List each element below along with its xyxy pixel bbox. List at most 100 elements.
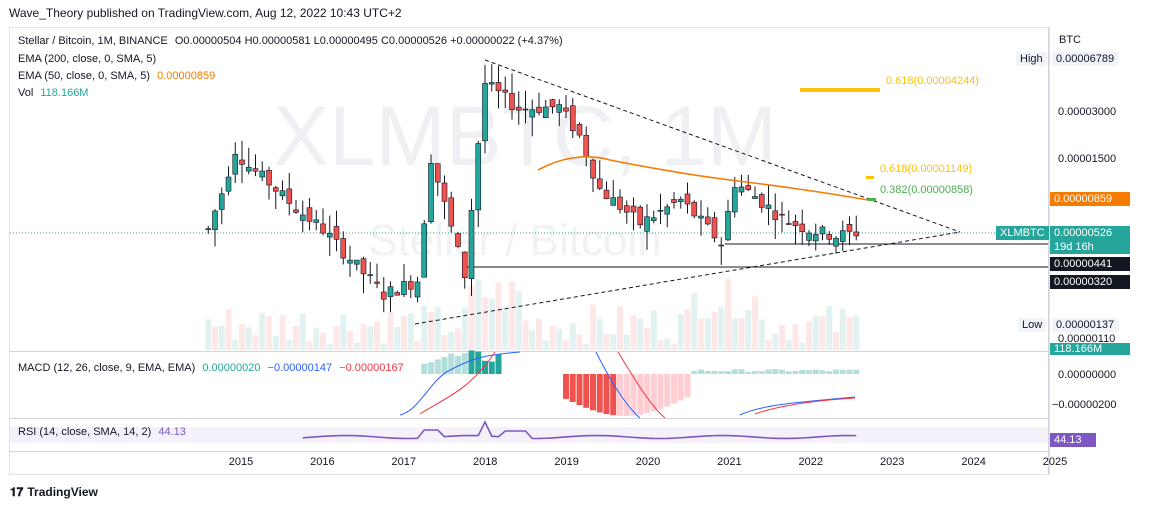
vol-label: Vol [18,87,34,99]
volume-bar [421,305,428,350]
volume-bar [819,316,826,350]
macd-bar [785,371,792,374]
publisher-header: Wave_Theory published on TradingView.com… [9,6,402,20]
candle [495,82,502,92]
candle [718,244,725,247]
macd-bar [725,371,731,374]
fib-zone-top[interactable] [800,88,880,92]
pane-separator-rsi[interactable] [10,418,1048,419]
macd-line-drop [595,351,641,419]
volume-bar [610,334,617,350]
macd-bar [475,351,482,374]
candle [428,162,434,223]
volume-bar [596,319,603,350]
candle [509,92,515,110]
fib-label-618: 0.618(0.00001149) [880,163,972,175]
candle [610,197,617,206]
volume-bar [684,309,691,350]
time-tick: 2024 [961,456,985,468]
signal-line-recent [754,397,856,415]
candle [205,228,212,230]
candle [380,291,387,300]
rsi-legend[interactable]: RSI (14, close, SMA, 14, 2) 44.13 [18,426,190,438]
volume-bar [266,316,272,350]
candle [515,106,522,111]
candle [671,199,677,203]
symbol-legend[interactable]: Stellar / Bitcoin, 1M, BINANCE O0.000005… [18,35,567,47]
volume-bar [448,331,455,350]
volume-bar [711,311,718,350]
candle [272,187,279,192]
candle [833,237,839,247]
volume-bar [839,308,846,350]
candle [353,259,360,265]
vol-tag: 118.166M [1050,343,1130,355]
ema200-legend[interactable]: EMA (200, close, 0, SMA, 5) [18,53,160,65]
macd-bar [495,354,502,374]
candle [853,231,860,237]
ema-price-tag: 0.00000859 [1050,192,1130,206]
candle [367,274,374,276]
volume-bar [353,342,360,350]
brand-text: TradingView [27,485,98,499]
volume-bar [495,282,502,350]
candle [252,168,259,172]
candle [468,210,475,280]
volume-bar [482,297,488,350]
volume-bar [293,325,299,350]
candle [482,83,488,142]
volume-bar [718,307,725,350]
volume-bar [320,332,326,350]
volume-bar [664,338,671,350]
candle [245,166,252,172]
volume-bar [212,326,218,350]
macd-value-signal: −0.00000167 [339,362,404,374]
candle [826,234,833,240]
candle [725,211,731,241]
candle [340,238,347,259]
macd-bar [657,374,664,410]
descending-trendline[interactable] [484,59,961,233]
candle [320,223,326,234]
volume-bar [623,334,630,350]
ema50-legend[interactable]: EMA (50, close, 0, SMA, 5) 0.00000859 [18,70,219,82]
macd-bar [630,374,637,416]
volume-bar [576,334,583,350]
volume-bar [630,315,637,350]
candle [347,259,353,264]
volume-bar [704,318,711,350]
macd-bar [448,353,455,374]
candle [772,210,779,221]
volume-bar [812,315,819,350]
candle [806,232,812,241]
macd-legend[interactable]: MACD (12, 26, close, 9, EMA, EMA) 0.0000… [18,362,408,374]
symbol-title: Stellar / Bitcoin, 1M, BINANCE [18,35,168,47]
macd-bar [731,369,738,374]
volume-bar [698,318,704,350]
volume-bar [590,304,596,350]
candle [596,178,603,189]
volume-bar [826,306,833,350]
candle [677,198,684,202]
volume-bar [792,324,799,350]
candle [502,89,509,93]
tradingview-brand[interactable]: 𝟏𝟕 TradingView [10,485,98,500]
vol-legend[interactable]: Vol 118.166M [18,87,92,99]
macd-bar [603,374,610,415]
volume-bar [434,306,441,350]
price-axis-border [1048,27,1049,475]
macd-bar [677,374,684,401]
candle [603,189,610,200]
price-tick-2: 0.00001500 [1058,153,1117,165]
macd-bar [590,374,596,411]
ascending-trendline[interactable] [414,231,961,325]
macd-bar [569,374,576,403]
pane-separator-macd[interactable] [10,351,1048,352]
ema50-line [537,156,869,201]
macd-bar [664,374,671,407]
macd-bar [826,371,833,374]
time-axis[interactable]: 2015 2016 2017 2018 2019 2020 2021 2022 2023 2024… [229,456,1067,468]
candle [812,234,819,242]
volume-bar [779,325,785,350]
